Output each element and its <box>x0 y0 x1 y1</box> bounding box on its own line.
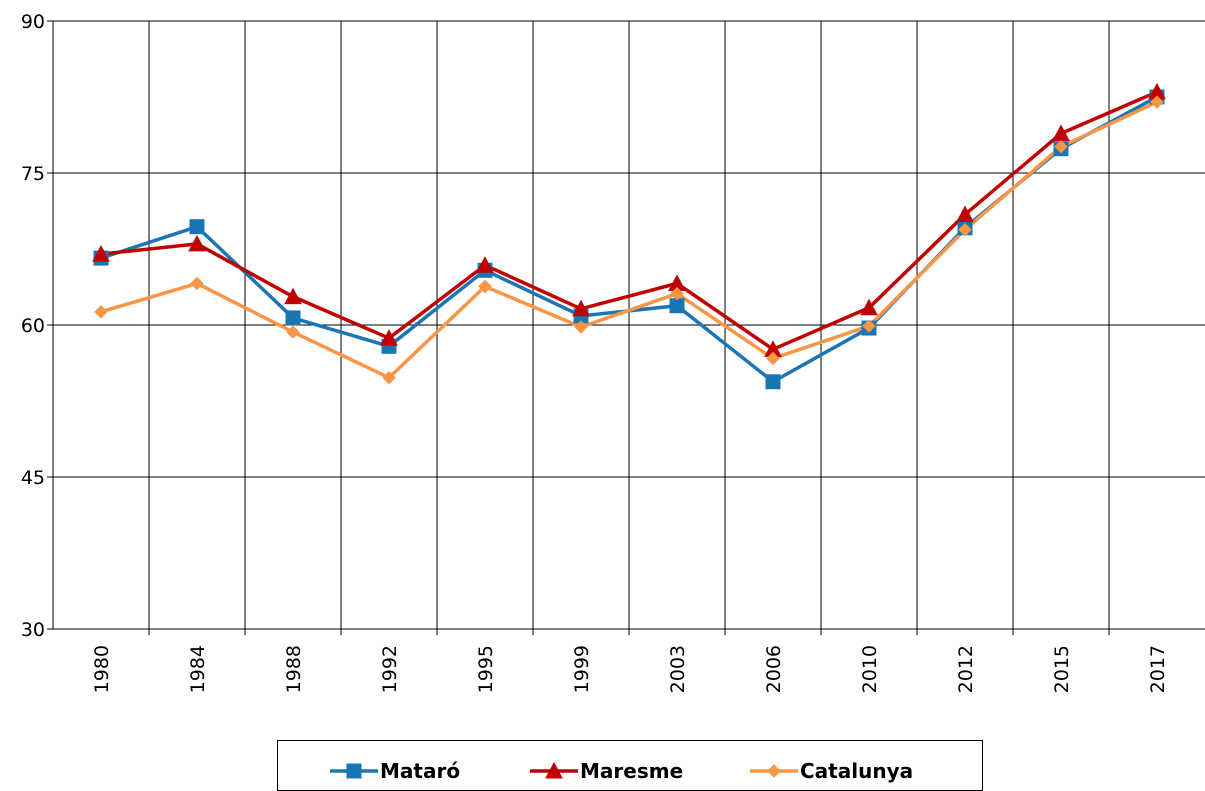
series-line <box>100 100 1158 380</box>
marker <box>545 761 563 779</box>
x-tick-label: 1980 <box>91 645 113 693</box>
marker <box>380 329 398 346</box>
marker <box>862 319 876 333</box>
x-tick-label: 2012 <box>955 645 977 693</box>
x-tick-label: 1992 <box>379 645 401 693</box>
marker <box>94 305 108 319</box>
marker <box>765 374 781 390</box>
marker <box>1150 95 1164 109</box>
x-tick-label: 2017 <box>1147 645 1169 693</box>
legend-label: Catalunya <box>800 759 913 783</box>
marker <box>284 287 302 305</box>
series-line <box>100 90 1158 352</box>
x-tick-label: 1995 <box>475 645 497 693</box>
marker <box>956 205 974 223</box>
marker <box>189 219 205 235</box>
marker <box>767 764 781 778</box>
marker <box>286 325 300 339</box>
marker <box>382 370 396 385</box>
marker <box>766 351 780 366</box>
marker <box>190 276 204 291</box>
legend-label: Mataró <box>380 759 460 783</box>
marker <box>670 286 684 301</box>
y-tick-label: 45 <box>21 467 45 489</box>
y-tick-label: 30 <box>21 619 45 641</box>
x-tick-label: 2003 <box>667 645 689 693</box>
marker <box>1052 124 1070 141</box>
x-tick-label: 2006 <box>763 645 785 693</box>
marker <box>669 298 685 314</box>
marker <box>285 310 301 326</box>
marker <box>92 245 110 262</box>
x-tick-label: 2015 <box>1051 645 1073 693</box>
x-tick-label: 1984 <box>187 645 209 693</box>
y-tick-label: 90 <box>21 11 45 33</box>
x-tick-label: 1988 <box>283 645 305 693</box>
y-tick-label: 75 <box>21 163 45 185</box>
marker <box>572 299 590 317</box>
marker <box>188 234 206 252</box>
y-tick-label: 60 <box>21 315 45 337</box>
marker <box>476 256 494 273</box>
marker <box>574 320 588 334</box>
marker <box>478 279 492 294</box>
marker <box>1054 139 1068 154</box>
legend-label: Maresme <box>580 759 683 783</box>
marker <box>860 298 878 316</box>
x-tick-label: 2010 <box>859 645 881 693</box>
x-tick-label: 1999 <box>571 645 593 693</box>
legend-box <box>277 740 983 791</box>
marker <box>958 223 972 237</box>
marker <box>346 763 362 779</box>
